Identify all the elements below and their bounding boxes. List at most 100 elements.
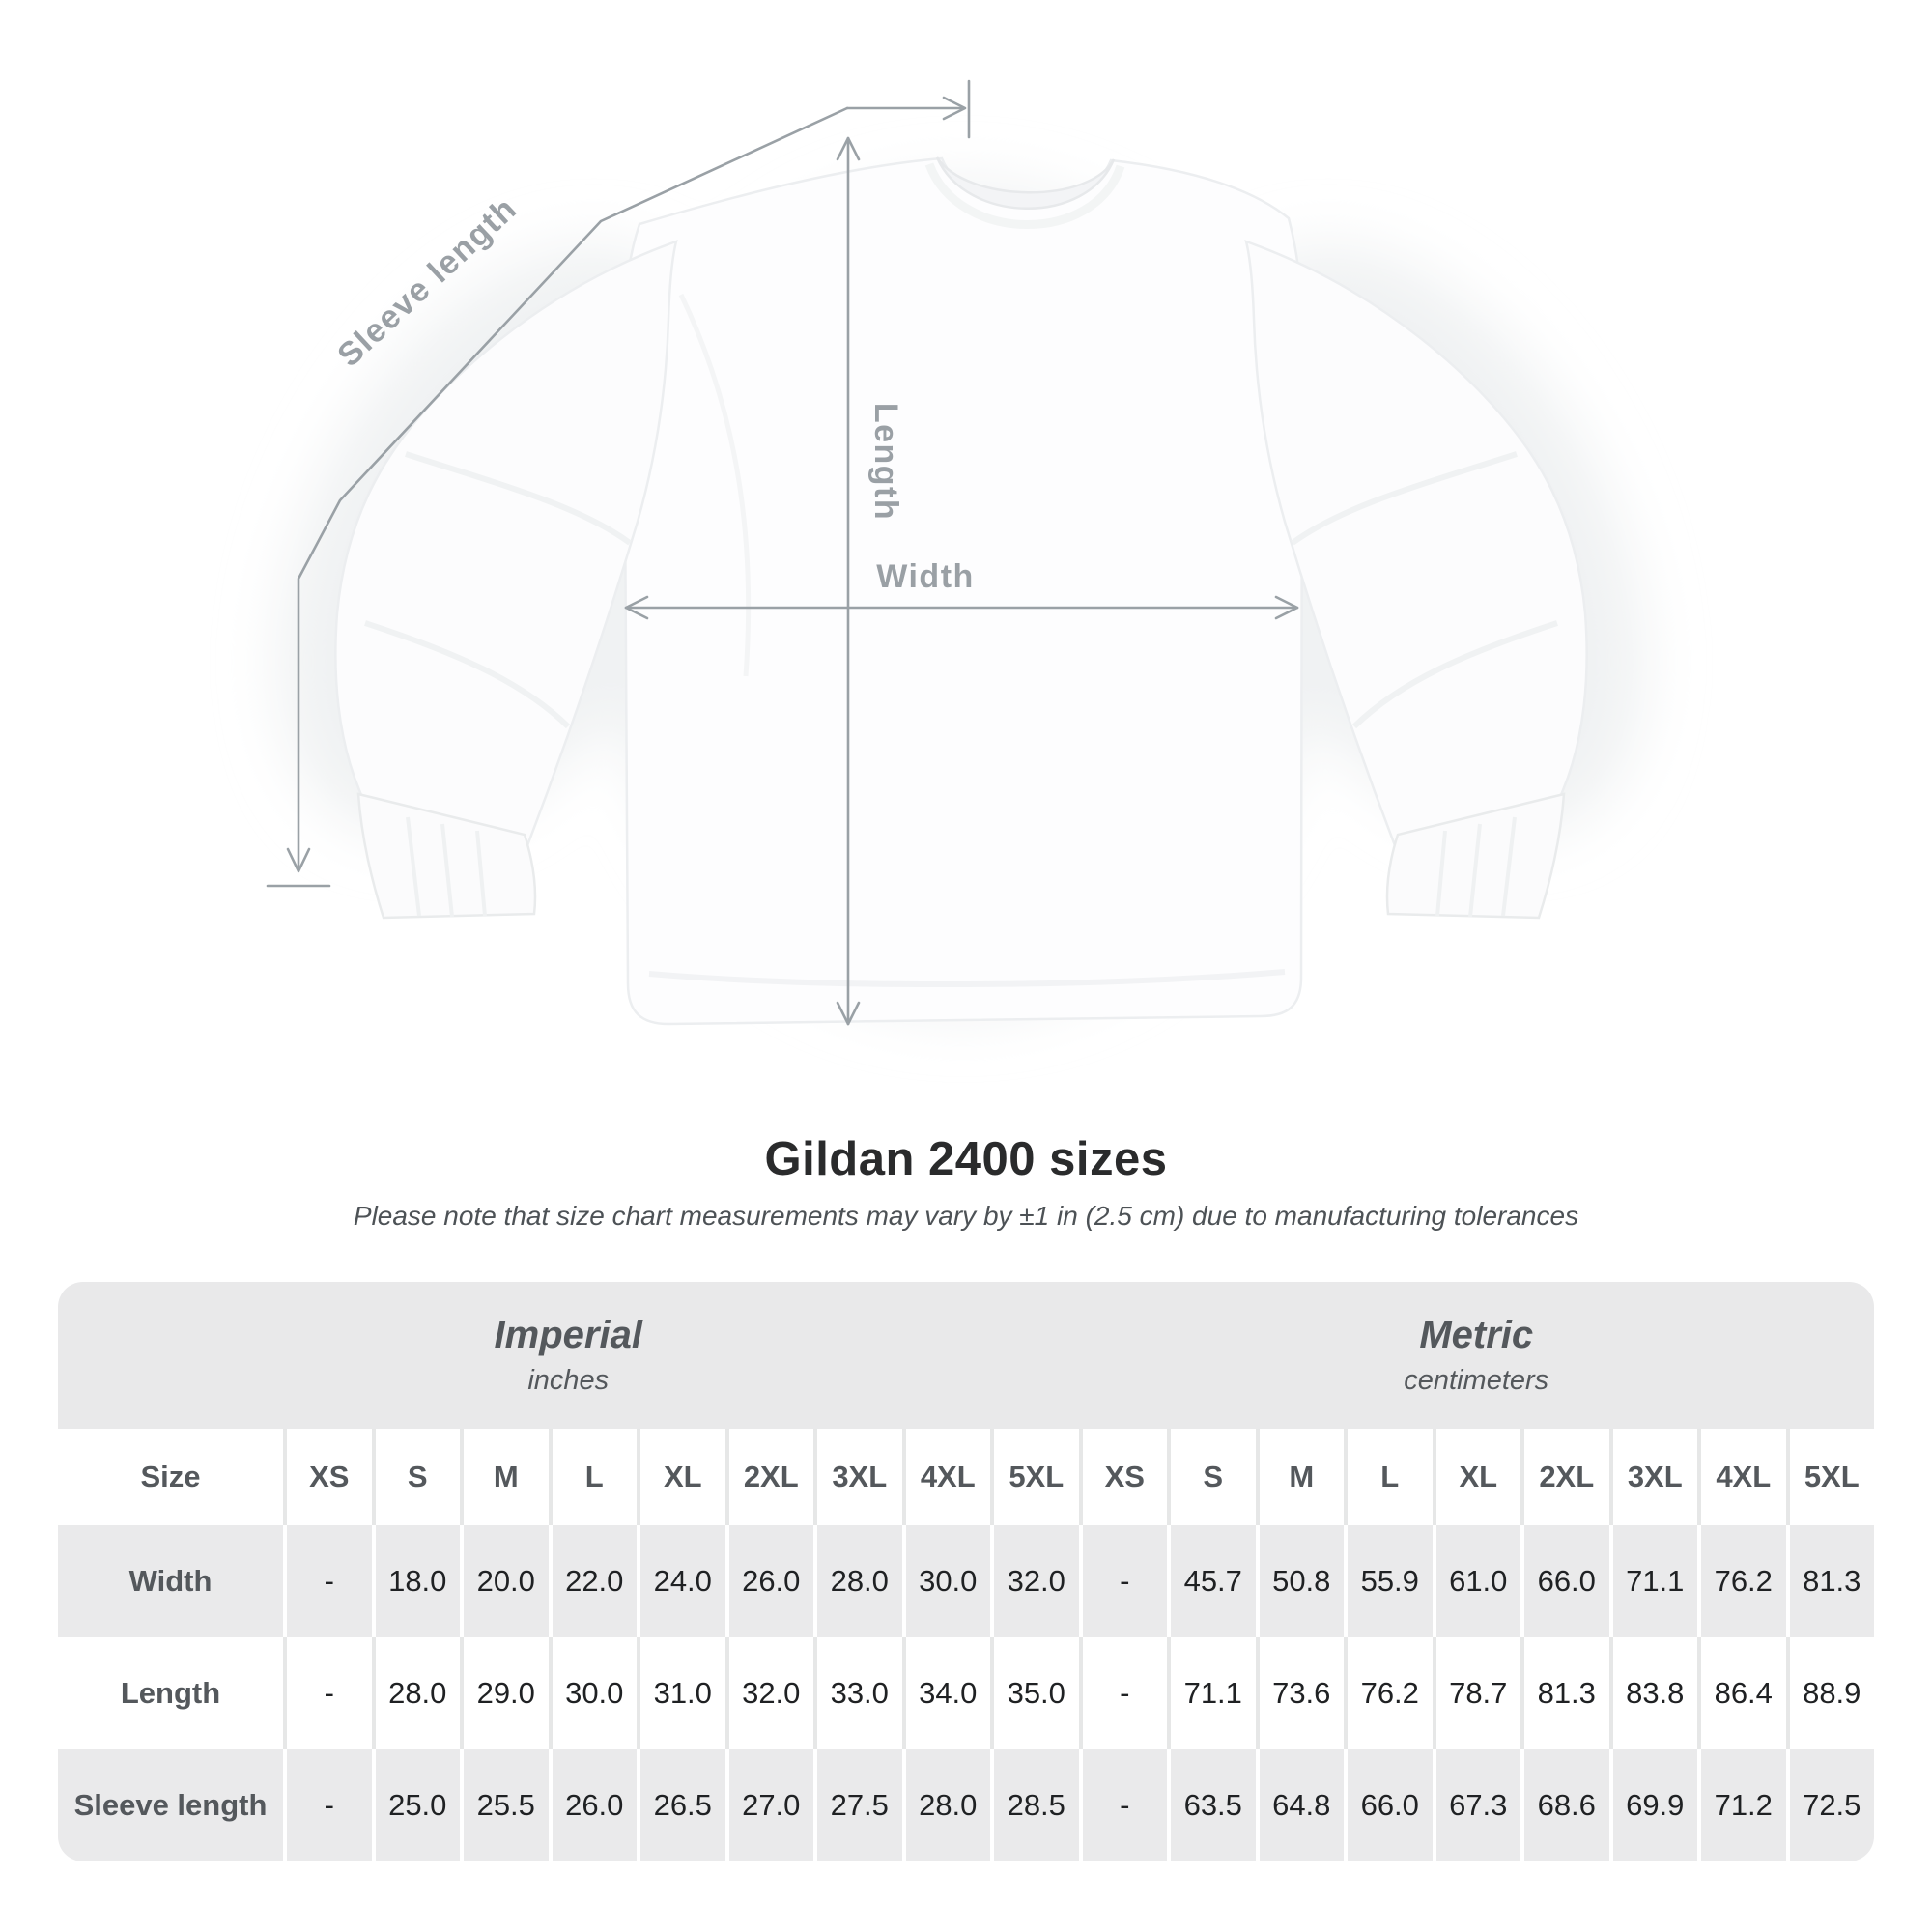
size-table-card: Imperial inches Metric centimeters Size … — [58, 1282, 1874, 1861]
size-value-cell: 72.5 — [1789, 1749, 1874, 1861]
width-measure — [624, 595, 1299, 620]
length-label: Length — [867, 403, 904, 521]
size-header-cell: 3XL — [1612, 1429, 1697, 1525]
shirt-body — [622, 156, 1304, 1026]
right-cuff-ribs — [1435, 816, 1517, 918]
size-value-cell: 27.5 — [817, 1749, 902, 1861]
size-value-cell: - — [287, 1525, 372, 1637]
size-value-cell: - — [287, 1749, 372, 1861]
size-header-cell: S — [375, 1429, 460, 1525]
table-row-width: Width -18.0 20.0 22.0 24.0 26.0 28.0 30.0 32.0-… — [58, 1525, 1874, 1637]
size-value-cell: 50.8 — [1259, 1525, 1344, 1637]
left-sleeve-crease — [364, 451, 632, 729]
size-value-cell: 33.0 — [817, 1637, 902, 1749]
sleeve-length-measure — [266, 79, 971, 888]
size-value-cell: 35.0 — [994, 1637, 1079, 1749]
size-value-cell: 29.0 — [464, 1637, 549, 1749]
size-header-cell: XS — [1082, 1429, 1167, 1525]
collar-shadow — [924, 162, 1125, 229]
size-header-cell: XL — [640, 1429, 725, 1525]
row-label: Length — [58, 1637, 283, 1749]
metric-unit: centimeters — [1404, 1365, 1549, 1396]
size-value-cell: 32.0 — [994, 1525, 1079, 1637]
table-header-row: Size XS S M L XL 2XL 3XL 4XL 5XL XS S M L XL 2XL 3XL 4XL… — [58, 1429, 1874, 1525]
size-value-cell: - — [1082, 1637, 1167, 1749]
size-value-cell: 81.3 — [1789, 1525, 1874, 1637]
size-header-cell: 2XL — [728, 1429, 813, 1525]
page-subtitle: Please note that size chart measurements… — [353, 1201, 1579, 1231]
row-label: Sleeve length — [58, 1749, 283, 1861]
size-value-cell: 27.0 — [728, 1749, 813, 1861]
size-header-cell: 2XL — [1524, 1429, 1609, 1525]
size-value-cell: 22.0 — [552, 1525, 637, 1637]
size-value-cell: 86.4 — [1701, 1637, 1786, 1749]
width-label: Width — [876, 558, 975, 595]
size-value-cell: 61.0 — [1435, 1525, 1520, 1637]
table-row-sleeve-length: Sleeve length -25.0 25.5 26.0 26.5 27.0 27.5 2… — [58, 1749, 1874, 1861]
size-value-cell: 64.8 — [1259, 1749, 1344, 1861]
size-value-cell: 81.3 — [1524, 1637, 1609, 1749]
size-header-cell: 5XL — [1789, 1429, 1874, 1525]
shirt-hem-shadow — [648, 969, 1286, 988]
size-value-cell: 20.0 — [464, 1525, 549, 1637]
size-header-cell: 5XL — [994, 1429, 1079, 1525]
size-value-cell: 78.7 — [1435, 1637, 1520, 1749]
size-value-cell: 25.5 — [464, 1749, 549, 1861]
imperial-unit: inches — [527, 1365, 610, 1396]
size-header-cell: M — [1259, 1429, 1344, 1525]
size-value-cell: 71.2 — [1701, 1749, 1786, 1861]
size-value-cell: 55.9 — [1348, 1525, 1433, 1637]
size-header-cell: L — [552, 1429, 637, 1525]
size-value-cell: 28.0 — [905, 1749, 990, 1861]
size-header-cell: 3XL — [817, 1429, 902, 1525]
size-column-header: Size — [58, 1429, 283, 1525]
size-value-cell: 28.5 — [994, 1749, 1079, 1861]
size-value-cell: 88.9 — [1789, 1637, 1874, 1749]
size-value-cell: 26.0 — [728, 1525, 813, 1637]
unit-groups-band: Imperial inches Metric centimeters — [58, 1282, 1874, 1429]
size-value-cell: 30.0 — [905, 1525, 990, 1637]
size-header-cell: L — [1348, 1429, 1433, 1525]
right-sleeve-crease — [1291, 451, 1558, 729]
metric-unit-group: Metric centimeters — [1079, 1282, 1875, 1429]
size-value-cell: 63.5 — [1171, 1749, 1256, 1861]
shirt-measurement-diagram: Sleeve length Length Width — [266, 79, 1644, 1026]
size-value-cell: 26.5 — [640, 1749, 725, 1861]
size-value-cell: - — [287, 1637, 372, 1749]
imperial-unit-group: Imperial inches — [58, 1282, 1079, 1429]
length-measure — [836, 136, 861, 1026]
size-value-cell: 83.8 — [1612, 1637, 1697, 1749]
size-value-cell: 25.0 — [375, 1749, 460, 1861]
imperial-label: Imperial — [494, 1314, 642, 1356]
size-value-cell: 24.0 — [640, 1525, 725, 1637]
size-value-cell: 71.1 — [1171, 1637, 1256, 1749]
size-value-cell: 30.0 — [552, 1637, 637, 1749]
size-value-cell: 28.0 — [817, 1525, 902, 1637]
size-value-cell: 45.7 — [1171, 1525, 1256, 1637]
shirt-body-crease — [678, 293, 752, 677]
size-value-cell: 76.2 — [1701, 1525, 1786, 1637]
size-header-cell: S — [1171, 1429, 1256, 1525]
size-value-cell: 68.6 — [1524, 1749, 1609, 1861]
metric-label: Metric — [1419, 1314, 1534, 1356]
size-value-cell: 66.0 — [1348, 1749, 1433, 1861]
size-value-cell: 28.0 — [375, 1637, 460, 1749]
size-value-cell: 76.2 — [1348, 1637, 1433, 1749]
shirt-diagram-svg: Sleeve length Length Width — [266, 79, 1644, 1026]
size-header-cell: 4XL — [1701, 1429, 1786, 1525]
size-value-cell: 73.6 — [1259, 1637, 1344, 1749]
size-value-cell: 69.9 — [1612, 1749, 1697, 1861]
shirt-right-sleeve — [1244, 240, 1588, 850]
row-label: Width — [58, 1525, 283, 1637]
size-value-cell: 31.0 — [640, 1637, 725, 1749]
size-header-cell: 4XL — [905, 1429, 990, 1525]
size-value-cell: 26.0 — [552, 1749, 637, 1861]
size-value-cell: 34.0 — [905, 1637, 990, 1749]
size-header-cell: M — [464, 1429, 549, 1525]
size-value-cell: 32.0 — [728, 1637, 813, 1749]
size-header-cell: XL — [1435, 1429, 1520, 1525]
table-row-length: Length -28.0 29.0 30.0 31.0 32.0 33.0 34.0 35.0… — [58, 1637, 1874, 1749]
collar — [935, 156, 1116, 210]
size-header-cell: XS — [287, 1429, 372, 1525]
size-value-cell: - — [1082, 1525, 1167, 1637]
